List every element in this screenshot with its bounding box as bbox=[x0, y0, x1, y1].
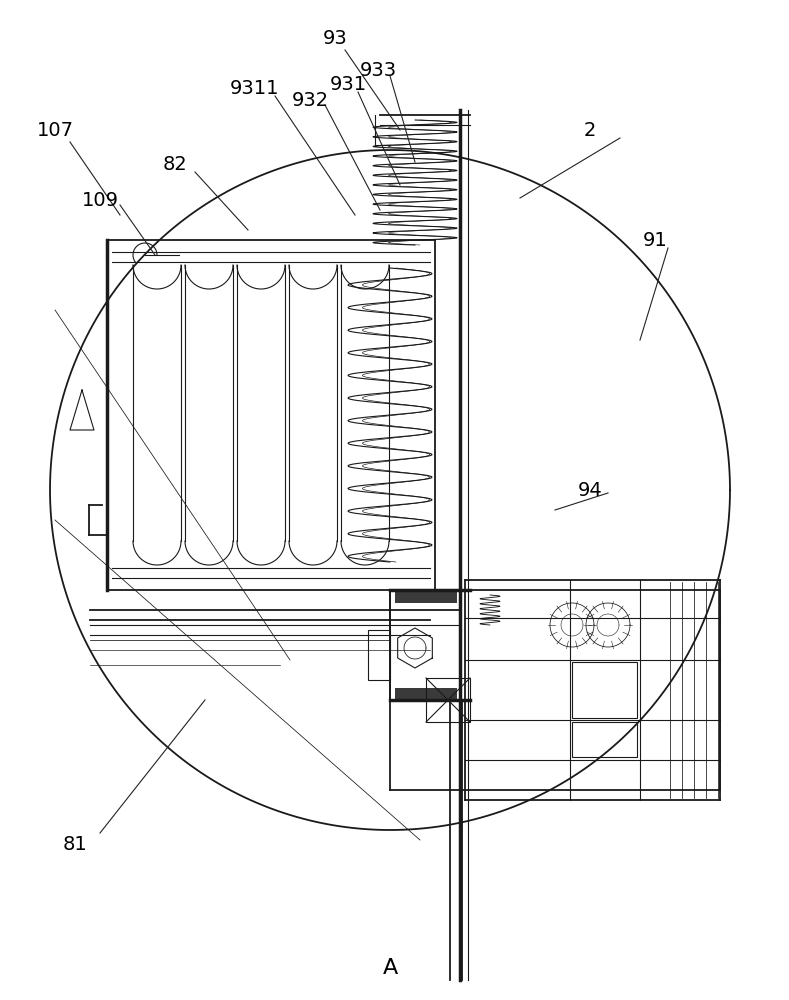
Text: 91: 91 bbox=[642, 231, 667, 249]
Bar bbox=[395, 693, 457, 701]
Text: 82: 82 bbox=[163, 155, 187, 174]
Text: 932: 932 bbox=[291, 91, 328, 109]
Bar bbox=[426, 678, 470, 722]
Bar bbox=[395, 688, 457, 700]
Text: 931: 931 bbox=[330, 76, 367, 95]
Bar bbox=[395, 595, 457, 603]
Bar bbox=[368, 630, 390, 680]
Bar bbox=[572, 662, 637, 718]
Bar bbox=[395, 590, 457, 602]
Text: 9311: 9311 bbox=[230, 79, 280, 98]
Text: 2: 2 bbox=[584, 120, 596, 139]
Text: 933: 933 bbox=[360, 60, 397, 80]
Text: A: A bbox=[383, 958, 398, 978]
Text: 107: 107 bbox=[36, 120, 73, 139]
Text: 94: 94 bbox=[578, 481, 602, 499]
Text: 109: 109 bbox=[81, 190, 118, 210]
Text: 81: 81 bbox=[62, 836, 88, 854]
Bar bbox=[572, 722, 637, 757]
Text: 93: 93 bbox=[323, 28, 347, 47]
